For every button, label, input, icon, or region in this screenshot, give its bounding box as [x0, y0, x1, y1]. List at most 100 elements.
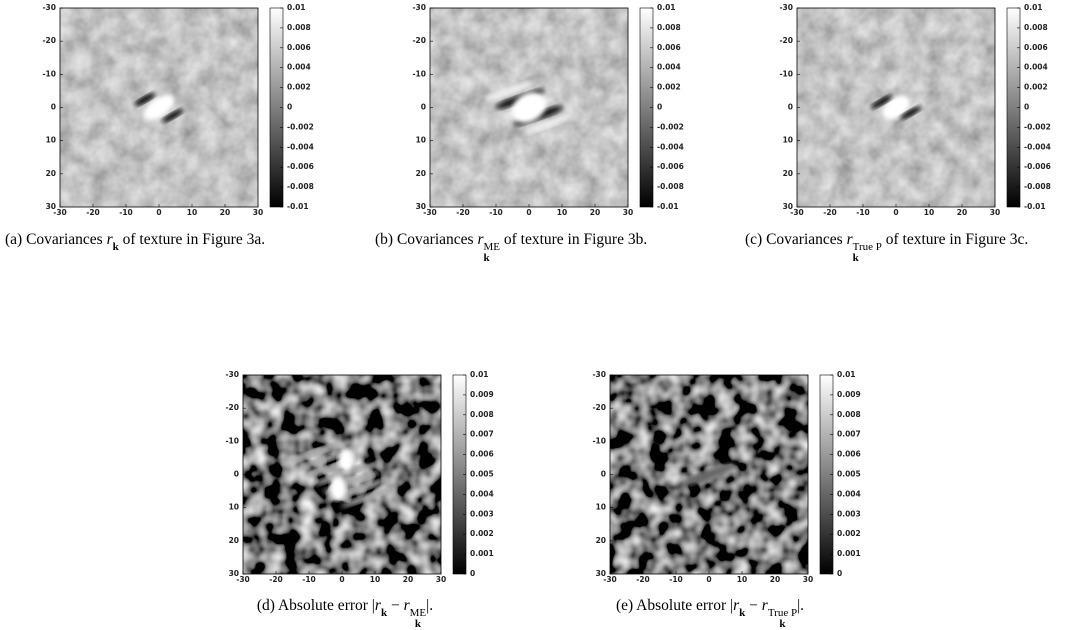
colorbar-tick-label: -0.002 [657, 122, 684, 131]
y-tick-label: -20 [592, 403, 606, 412]
colorbar-tick-label: -0.01 [287, 202, 309, 211]
y-tick-label: 10 [783, 136, 793, 145]
x-tick-label: 10 [557, 208, 567, 217]
colorbar-tick-label: 0.009 [837, 390, 861, 399]
x-tick-label: 20 [590, 208, 600, 217]
heatmap [610, 375, 808, 574]
math: r ME k [477, 231, 500, 264]
x-tick-label: -30 [53, 208, 67, 217]
colorbar-tick-label: -0.006 [1024, 162, 1051, 171]
y-tick-label: -30 [412, 3, 426, 12]
caption-text: (a) Covariances [5, 231, 107, 248]
math-symbol: r [106, 231, 113, 248]
colorbar-tick-label: 0.004 [287, 63, 311, 72]
y-tick-label: 30 [229, 569, 239, 578]
feature [881, 95, 911, 120]
colorbar-tick-label: 0 [287, 103, 292, 112]
x-tick-label: 20 [770, 575, 780, 584]
y-tick-label: 30 [46, 202, 56, 211]
x-tick-label: -20 [636, 575, 650, 584]
x-tick-label: 30 [803, 575, 813, 584]
feature [338, 448, 354, 473]
y-tick-label: 0 [51, 103, 56, 112]
y-tick-label: -20 [779, 36, 793, 45]
x-tick-label: -30 [603, 575, 617, 584]
y-tick-label: 20 [783, 169, 793, 178]
colorbar-tick-label: 0.007 [470, 430, 494, 439]
caption: (b) Covariances r ME k of texture in Figur… [375, 230, 705, 264]
superscript: ME [409, 607, 427, 619]
colorbar-tick-label: 0.01 [1024, 3, 1043, 12]
colorbar-tick-label: 0.01 [287, 3, 306, 12]
colorbar-tick-label: 0.002 [837, 529, 861, 538]
y-tick-label: 20 [596, 536, 606, 545]
colorbar-tick-label: -0.004 [287, 142, 314, 151]
superscript: True P [852, 241, 882, 253]
x-tick-label: -10 [856, 208, 870, 217]
feature [331, 478, 389, 500]
math-scripts: ME k [410, 608, 427, 630]
colorbar-tick-label: 0.002 [1024, 83, 1048, 92]
colorbar-tick-label: 0.008 [470, 410, 494, 419]
heatmap [797, 8, 995, 207]
colorbar-tick-label: 0.008 [837, 410, 861, 419]
x-tick-label: 30 [436, 575, 446, 584]
colorbar-tick-label: 0.002 [287, 83, 311, 92]
x-tick-label: 0 [526, 208, 531, 217]
colorbar-tick-label: -0.008 [657, 182, 684, 191]
caption-text: |. [426, 597, 434, 614]
heatmap [430, 8, 628, 207]
feature [523, 114, 573, 134]
colorbar-tick-label: -0.01 [1024, 202, 1046, 211]
colorbar-tick-label: 0.005 [837, 470, 861, 479]
colorbar-tick-label: 0.003 [837, 509, 861, 518]
colorbar-tick-label: 0.01 [657, 3, 676, 12]
y-tick-label: -30 [592, 370, 606, 379]
y-tick-label: -20 [225, 403, 239, 412]
x-tick-label: 20 [220, 208, 230, 217]
colorbar-tick-label: 0.006 [657, 43, 681, 52]
feature [134, 92, 156, 106]
colorbar-tick-label: 0 [657, 103, 662, 112]
feature-group [134, 92, 184, 123]
math-symbol: r [846, 231, 853, 248]
feature [485, 81, 535, 101]
colorbar-tick-label: 0 [470, 569, 475, 578]
x-tick-label: 20 [957, 208, 967, 217]
colorbar-tick-label: 0.004 [837, 489, 861, 498]
x-tick-label: -20 [269, 575, 283, 584]
caption-text: of texture in Figure 3b. [499, 231, 648, 248]
y-tick-label: 0 [601, 470, 606, 479]
y-tick-label: 10 [229, 503, 239, 512]
feature-group [286, 441, 398, 508]
caption-text: (e) Absolute error | [615, 597, 734, 614]
subscript: k [112, 241, 119, 253]
x-tick-label: -30 [236, 575, 250, 584]
feature [900, 106, 922, 120]
colorbar-tick-label: -0.006 [657, 162, 684, 171]
colorbar-tick-label: 0.006 [287, 43, 311, 52]
x-tick-label: -10 [489, 208, 503, 217]
y-tick-label: -10 [592, 436, 606, 445]
y-tick-label: 30 [416, 202, 426, 211]
heatmap [243, 375, 441, 574]
feature-group [870, 95, 922, 120]
caption-text: (b) Covariances [375, 231, 478, 248]
feature [512, 92, 546, 123]
colorbar-tick-label: 0.004 [1024, 63, 1048, 72]
y-tick-label: 0 [421, 103, 426, 112]
colorbar-tick-label: 0.001 [837, 549, 861, 558]
math-symbol: r [761, 597, 768, 614]
subscript: k [739, 607, 746, 619]
colorbar-tick-label: 0.007 [837, 430, 861, 439]
y-tick-label: -10 [412, 69, 426, 78]
y-tick-label: 20 [229, 536, 239, 545]
x-tick-label: 30 [623, 208, 633, 217]
y-tick-label: 20 [416, 169, 426, 178]
